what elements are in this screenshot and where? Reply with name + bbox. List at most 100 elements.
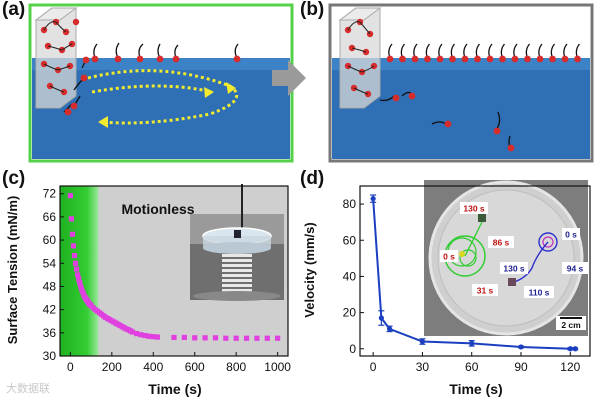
surfactant-head xyxy=(474,55,481,63)
data-point xyxy=(202,335,208,341)
data-point xyxy=(243,335,250,341)
chart-d-ylabel: Velocity (mm/s) xyxy=(302,222,317,317)
x-tick-label: 90 xyxy=(514,360,528,374)
surfactant-head xyxy=(449,55,456,63)
y-tick-label: 60 xyxy=(43,233,57,247)
surfactant-head xyxy=(461,55,469,63)
scale-bar-bg xyxy=(556,316,586,330)
panel-d-label: (d) xyxy=(300,168,325,189)
surfactant-head xyxy=(424,55,431,63)
x-tick-label: 200 xyxy=(102,360,122,374)
surfactant-head xyxy=(436,55,444,63)
surfactant-head xyxy=(499,55,506,63)
data-point xyxy=(233,335,239,341)
data-point xyxy=(80,289,86,295)
y-tick-label: 36 xyxy=(43,326,57,340)
label-94s: 94 s xyxy=(567,264,584,274)
surfactant-head xyxy=(399,55,406,63)
x-tick-label: 800 xyxy=(226,360,246,374)
plot-frame xyxy=(359,185,591,357)
chart-d-xlabel: Time (s) xyxy=(449,381,502,397)
surfactant-head xyxy=(386,55,394,63)
flow-arrow-heads xyxy=(98,82,236,128)
data-point xyxy=(138,332,144,338)
panel-b-label: (b) xyxy=(300,0,325,20)
surfactant-head xyxy=(574,55,581,63)
marangoni-flow-arrows xyxy=(87,69,239,125)
data-point xyxy=(78,283,84,290)
label-130s-right-bg xyxy=(500,262,528,274)
data-point xyxy=(134,330,140,337)
data-point xyxy=(419,338,426,345)
data-point xyxy=(72,260,79,266)
data-point xyxy=(154,334,161,340)
data-point xyxy=(386,326,393,332)
label-0s-right: 0 s xyxy=(565,230,577,240)
label-86s: 86 s xyxy=(493,238,510,248)
y-tick-label: 72 xyxy=(43,187,57,201)
gel-block-a xyxy=(34,7,80,109)
velocity-chart: Velocity (mm/s) Time (s) 130 s 0 s 86 s 31 … xyxy=(302,180,591,397)
dissolved-surfactants-b xyxy=(379,91,515,152)
data-point xyxy=(73,266,80,272)
data-point xyxy=(171,334,177,341)
data-point xyxy=(181,334,187,341)
plot-frame xyxy=(59,185,289,357)
surfactant-monolayer-b xyxy=(386,43,581,63)
x-tick-label: 30 xyxy=(416,360,430,374)
data-point xyxy=(146,333,152,339)
data-point xyxy=(69,231,76,237)
data-point xyxy=(212,335,219,341)
panel-c-label: (c) xyxy=(2,168,26,189)
data-point xyxy=(68,216,74,222)
x-tick-label: 1000 xyxy=(264,360,291,374)
surfactant-head xyxy=(486,55,494,63)
data-point xyxy=(70,243,77,249)
y-tick-label: 66 xyxy=(43,210,57,224)
data-point xyxy=(469,340,475,346)
y-tick-label: 30 xyxy=(43,349,57,363)
data-point xyxy=(76,276,82,282)
process-arrow xyxy=(272,60,306,96)
y-tick-label: 80 xyxy=(343,197,357,211)
data-point xyxy=(370,196,376,202)
chart-c-xlabel: Time (s) xyxy=(148,381,201,397)
x-tick-label: 600 xyxy=(185,360,205,374)
data-point xyxy=(150,334,156,340)
surfactant-head xyxy=(524,55,531,63)
data-point xyxy=(275,335,281,341)
data-point xyxy=(223,335,229,341)
data-point xyxy=(378,315,384,321)
data-point xyxy=(572,346,578,352)
x-tick-label: 400 xyxy=(143,360,163,374)
watermark: 大数据联 xyxy=(6,382,50,395)
data-point xyxy=(518,344,524,350)
surface-tension-chart: Surface Tension (mN/m) Time (s) Motionle… xyxy=(5,184,291,397)
data-point xyxy=(567,346,573,352)
data-point xyxy=(129,329,136,335)
chart-c-ylabel: Surface Tension (mN/m) xyxy=(5,196,20,345)
data-point xyxy=(254,335,260,341)
y-tick-label: 40 xyxy=(343,269,357,283)
y-tick-label: 42 xyxy=(43,303,57,317)
gel-block-b xyxy=(338,7,382,109)
x-tick-label: 60 xyxy=(465,360,479,374)
data-point xyxy=(77,279,83,286)
data-point xyxy=(75,272,81,278)
surfactant-molecules-a xyxy=(63,42,241,116)
surfactant-head xyxy=(411,55,419,63)
label-130s-left: 130 s xyxy=(463,204,485,214)
label-0s-right-bg xyxy=(562,228,580,240)
x-tick-label: 120 xyxy=(560,360,580,374)
data-point xyxy=(142,332,148,339)
surfactant-head xyxy=(536,55,544,63)
trajectory-photo-inset: 130 s 0 s 86 s 31 s 0 s 130 s 94 s 110 s 2 cm xyxy=(424,180,588,336)
x-tick-label: 0 xyxy=(67,360,74,374)
surfactant-head xyxy=(511,55,519,63)
label-110s-bg xyxy=(524,286,554,298)
y-tick-label: 60 xyxy=(343,233,357,247)
data-point xyxy=(192,335,198,341)
scale-bar-label: 2 cm xyxy=(561,320,581,330)
data-point xyxy=(67,193,73,199)
